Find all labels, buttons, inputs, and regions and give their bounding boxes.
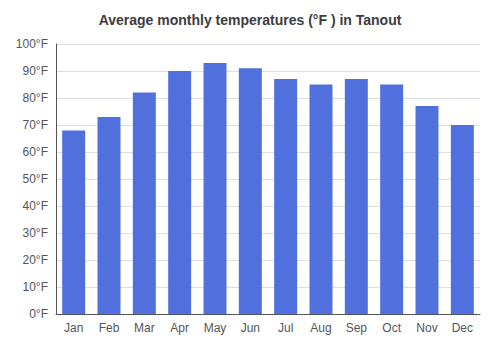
svg-text:10°F: 10°F (23, 280, 48, 294)
svg-text:Jan: Jan (64, 321, 83, 335)
svg-text:90°F: 90°F (23, 64, 48, 78)
svg-text:Dec: Dec (452, 321, 473, 335)
svg-text:Nov: Nov (416, 321, 437, 335)
svg-text:Aug: Aug (310, 321, 331, 335)
svg-text:0°F: 0°F (29, 307, 48, 321)
svg-text:Feb: Feb (99, 321, 120, 335)
svg-text:Mar: Mar (134, 321, 155, 335)
svg-text:20°F: 20°F (23, 253, 48, 267)
svg-text:Sep: Sep (346, 321, 368, 335)
svg-text:30°F: 30°F (23, 226, 48, 240)
svg-text:Apr: Apr (170, 321, 189, 335)
svg-text:40°F: 40°F (23, 199, 48, 213)
svg-text:60°F: 60°F (23, 145, 48, 159)
svg-text:Jun: Jun (241, 321, 260, 335)
svg-text:May: May (204, 321, 227, 335)
svg-text:Average monthly temperatures (: Average monthly temperatures (°F ) in Ta… (99, 12, 402, 28)
svg-text:Oct: Oct (382, 321, 401, 335)
svg-text:50°F: 50°F (23, 172, 48, 186)
svg-text:Jul: Jul (278, 321, 293, 335)
svg-text:80°F: 80°F (23, 91, 48, 105)
svg-text:100°F: 100°F (16, 37, 48, 51)
svg-text:70°F: 70°F (23, 118, 48, 132)
